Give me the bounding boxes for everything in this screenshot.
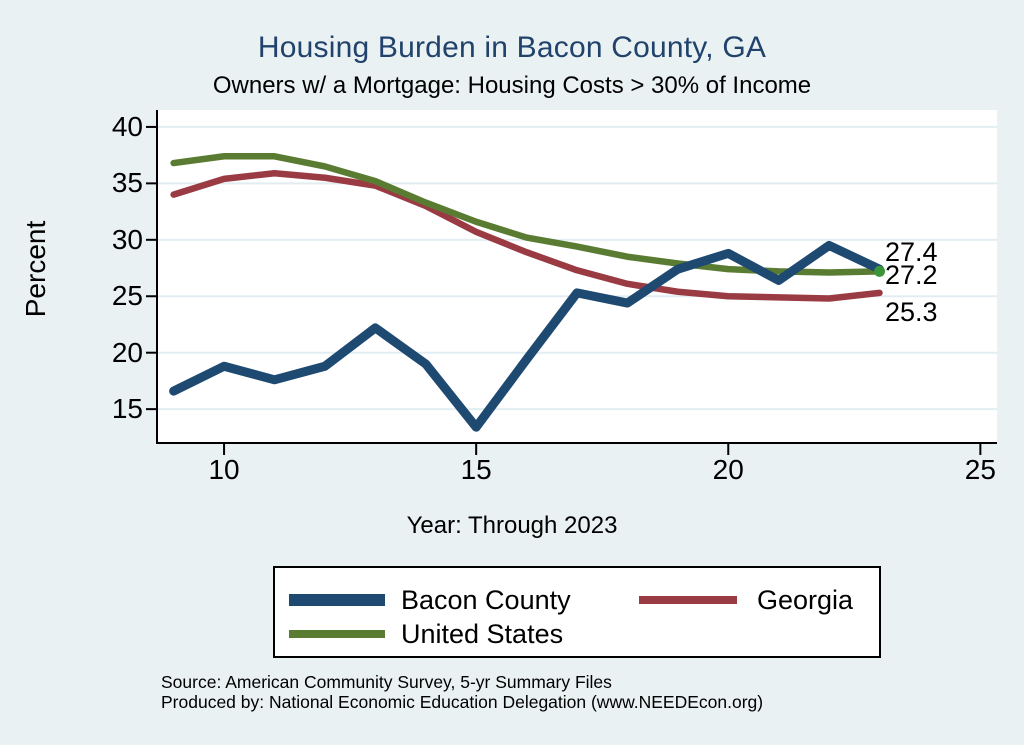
bacon-county-line <box>169 240 885 432</box>
y-tick-label-15: 15 <box>111 393 143 425</box>
y-tick-label-20: 20 <box>111 336 143 368</box>
chart-subtitle: Owners w/ a Mortgage: Housing Costs > 30… <box>212 72 812 99</box>
source-note: Source: American Community Survey, 5-yr … <box>161 672 612 692</box>
y-tick-label-35: 35 <box>111 167 143 199</box>
x-tick-label-10: 10 <box>208 454 240 485</box>
plot-background <box>157 110 997 443</box>
end-value-label-united-states: 27.2 <box>885 260 938 290</box>
y-tick-label-25: 25 <box>111 280 143 312</box>
x-tick-label-20: 20 <box>712 454 744 485</box>
y-tick-label-30: 30 <box>111 223 143 255</box>
united-states-line-swatch <box>289 630 385 638</box>
georgia-line <box>170 169 883 302</box>
georgia-line-swatch <box>639 596 737 604</box>
producer-note: Produced by: National Economic Education… <box>161 692 764 712</box>
united-states-end-marker <box>874 265 886 277</box>
legend-label-bacon-county: Bacon County <box>401 585 571 615</box>
legend-label-united-states: United States <box>401 619 564 649</box>
chart-title: Housing Burden in Bacon County, GA <box>257 31 767 64</box>
end-value-label-bacon-county: 27.4 <box>885 237 938 267</box>
y-tick-label-40: 40 <box>111 110 143 142</box>
x-tick-label-15: 15 <box>460 454 492 485</box>
legend-label-georgia: Georgia <box>757 585 854 615</box>
x-tick-label-25: 25 <box>964 454 996 485</box>
x-axis-title: Year: Through 2023 <box>406 512 618 539</box>
end-value-label-georgia: 25.3 <box>885 297 938 327</box>
bacon-county-line-swatch <box>289 594 385 606</box>
legend: Bacon County Georgia United States <box>273 566 881 658</box>
